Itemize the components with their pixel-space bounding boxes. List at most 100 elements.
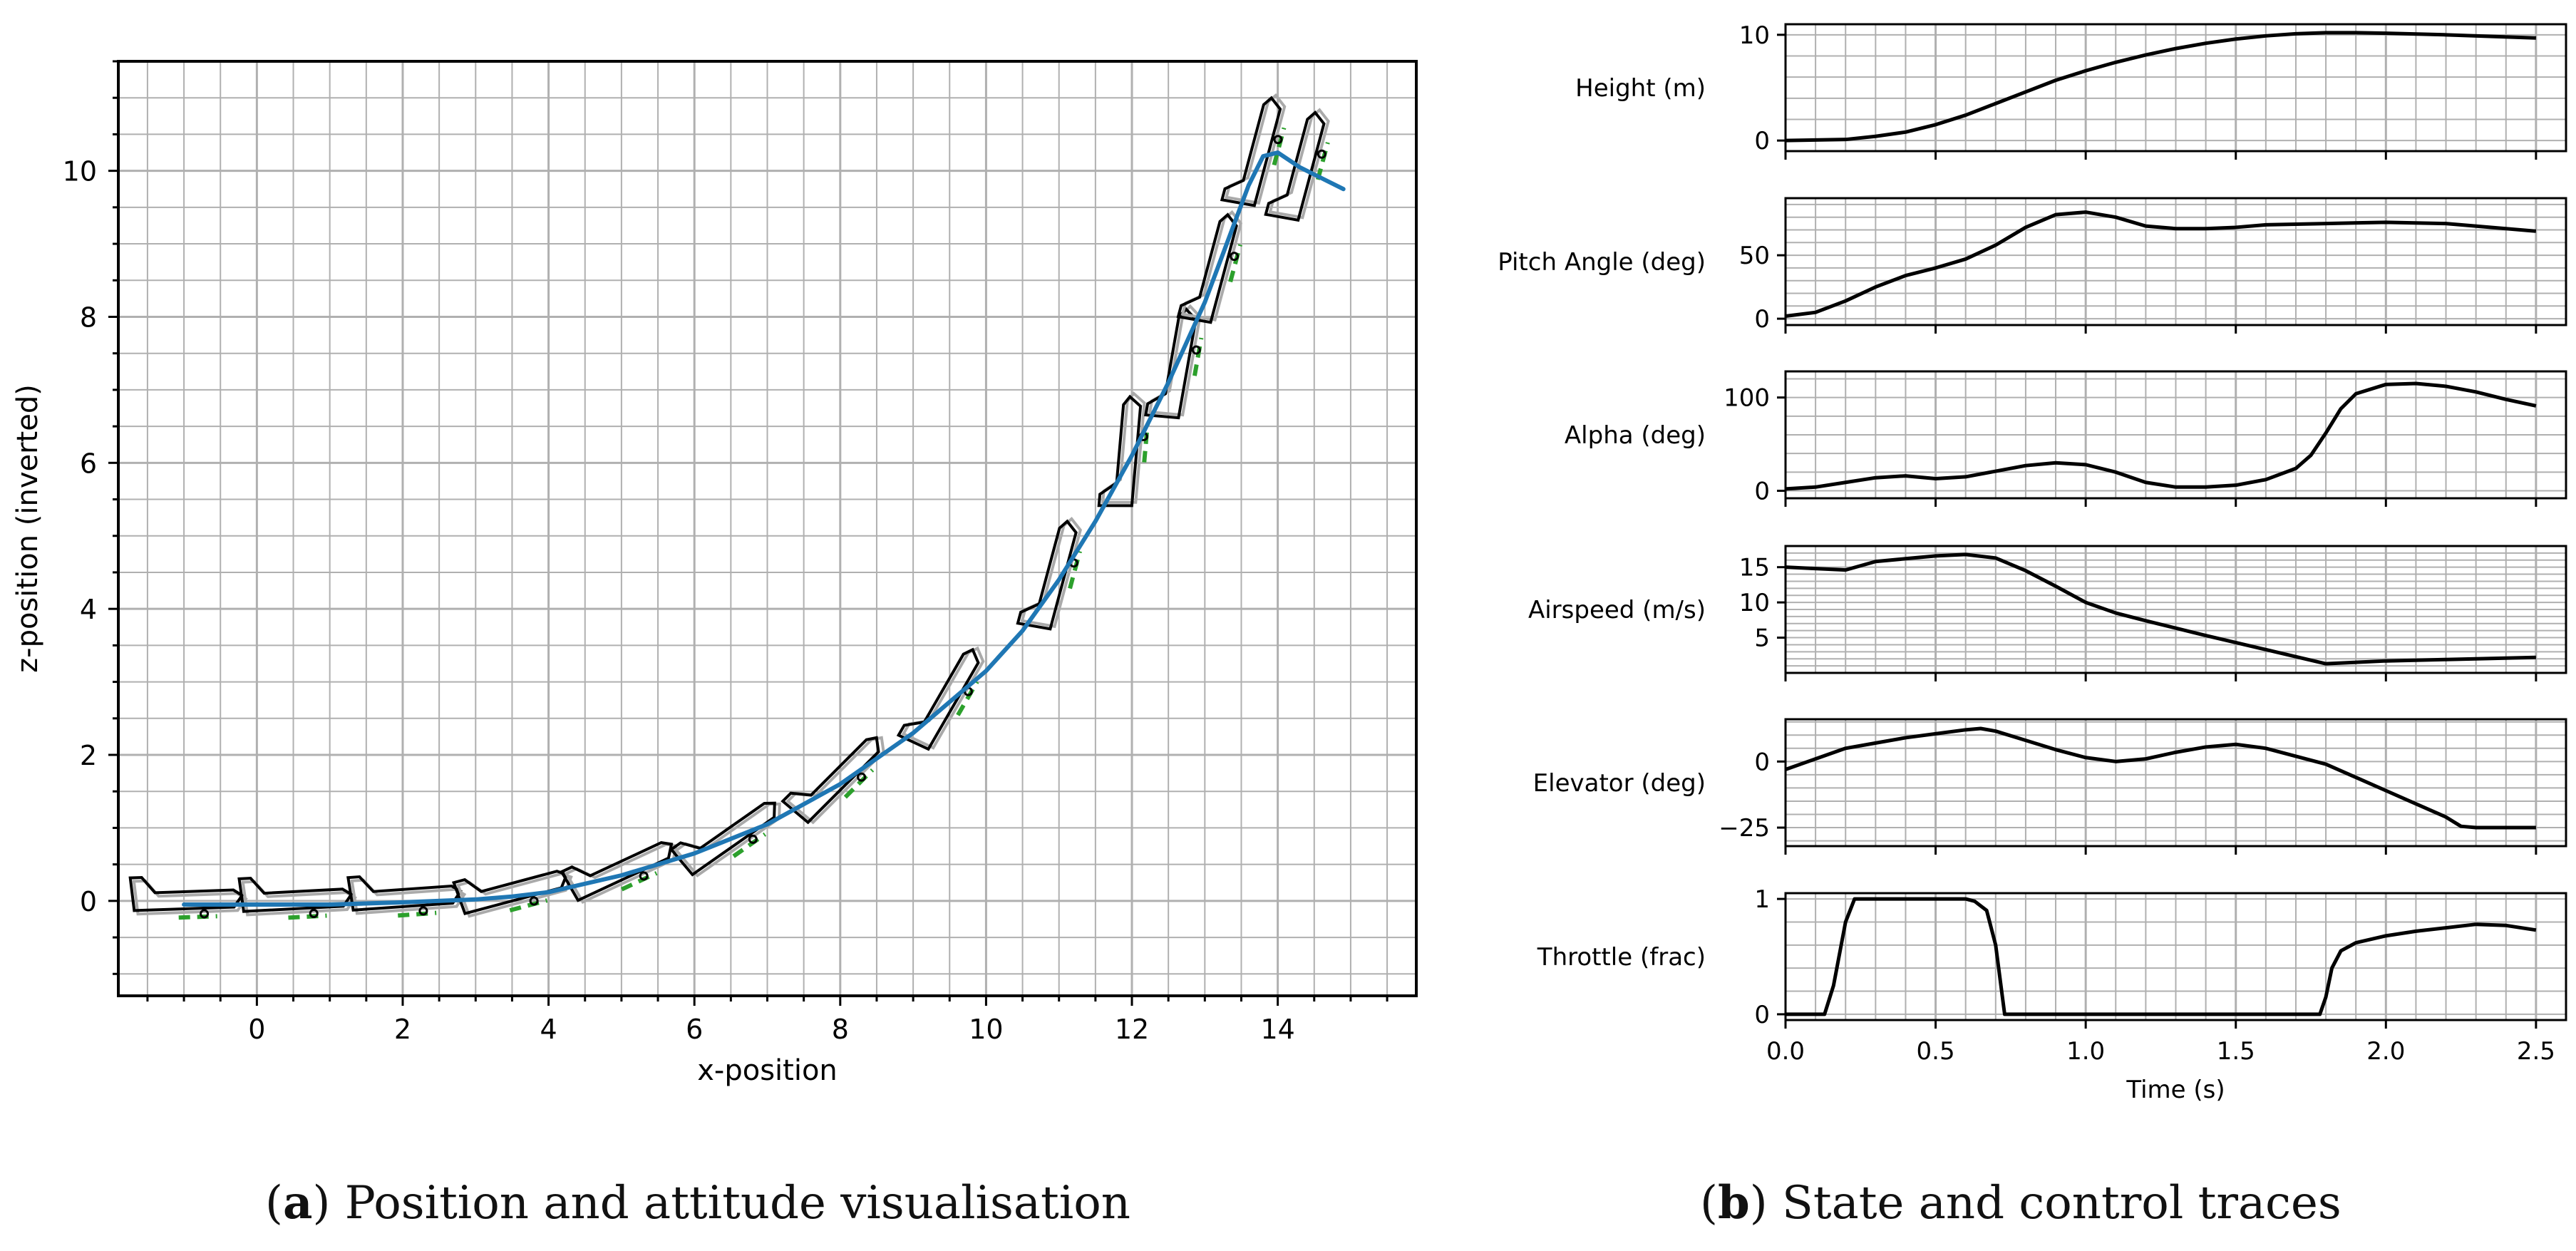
b-panel-frame (1784, 545, 2567, 674)
a-airframe-shadow (785, 736, 885, 825)
b-panel-frame (1784, 197, 2567, 326)
a-airframe-shadow (241, 880, 357, 917)
a-airframe-body (1144, 307, 1197, 420)
a-airframe-shadow (901, 646, 985, 750)
a-control-surface (732, 832, 767, 858)
a-airframe-cg (418, 906, 428, 916)
b-xtick-label: 0.0 (1766, 1037, 1805, 1066)
b-panel-label: Elevator (deg) (1533, 769, 1706, 798)
caption-b: (b) State and control traces (1700, 1176, 2341, 1230)
a-airframe-cg (529, 896, 539, 906)
a-ylabel: z-position (inverted) (11, 384, 44, 673)
a-control-surface (1142, 423, 1150, 463)
b-xtick-label: 2.5 (2517, 1037, 2555, 1066)
b-ytick-label: 0 (1754, 478, 1770, 506)
a-trajectory-line (182, 150, 1346, 907)
a-airframe-cg (309, 908, 319, 918)
b-xtick-label: 1.0 (2066, 1037, 2105, 1066)
b-panel-frame (1784, 23, 2567, 153)
caption-b-text: State and control traces (1782, 1177, 2341, 1230)
a-airframe-body (669, 801, 776, 877)
b-ytick-label: 50 (1739, 242, 1770, 270)
a-xlabel: x-position (697, 1054, 838, 1087)
a-ytick-label: 6 (80, 448, 97, 479)
b-trace-0 (1785, 31, 2536, 143)
a-xtick-label: 6 (686, 1014, 703, 1045)
a-airframe-cg (857, 772, 867, 782)
a-airframe-body (1097, 394, 1143, 508)
a-control-surface (1315, 142, 1330, 180)
a-airframe-cg (200, 909, 210, 919)
b-ytick-label: 0 (1754, 748, 1770, 776)
a-airframe (780, 736, 885, 825)
a-airframe-shadow (132, 879, 248, 916)
a-airframe (1264, 108, 1330, 222)
b-ytick-label: 100 (1724, 384, 1770, 413)
b-trace-4 (1785, 726, 2536, 830)
a-xtick-label: 2 (394, 1014, 411, 1045)
a-airframe-cg (1273, 135, 1283, 145)
caption-a: (a) Position and attitude visualisation (265, 1176, 1130, 1230)
b-ytick-label: 5 (1754, 624, 1770, 653)
a-airframe (1220, 93, 1287, 207)
a-control-surface (1192, 337, 1204, 376)
b-panel-frame (1784, 370, 2567, 500)
a-control-surface (288, 913, 327, 920)
b-trace-1 (1785, 210, 2537, 319)
a-control-surface (956, 680, 979, 716)
a-xtick-label: 4 (540, 1014, 557, 1045)
a-airframe-shadow (1020, 516, 1082, 629)
caption-a-label: a (282, 1176, 313, 1230)
a-airframe (1016, 516, 1082, 631)
a-airframe-body (780, 736, 880, 825)
a-airframe-cg (639, 871, 649, 881)
b-panel-label: Height (m) (1575, 74, 1706, 103)
b-ytick-label: 15 (1739, 554, 1770, 582)
a-airframe-cg (748, 834, 758, 844)
caption-a-text: Position and attitude visualisation (344, 1177, 1130, 1230)
a-airframe-cg (1191, 345, 1201, 355)
a-control-surface (843, 768, 875, 799)
a-airframe-shadow (1225, 93, 1287, 205)
a-airframe-body (560, 841, 674, 902)
b-panel-label: Throttle (frac) (1537, 943, 1706, 972)
a-control-surface (509, 898, 548, 913)
a-control-surface (620, 871, 658, 892)
a-xtick-label: 12 (1115, 1014, 1149, 1045)
b-ytick-label: 10 (1739, 589, 1770, 617)
b-ytick-label: 0 (1754, 305, 1770, 334)
caption-b-label: b (1717, 1176, 1750, 1230)
a-xtick-label: 14 (1260, 1014, 1294, 1045)
b-xtick-label: 2.0 (2366, 1037, 2405, 1066)
a-airframe (128, 875, 248, 920)
a-control-surface (398, 910, 437, 918)
a-airframe-shadow (1101, 391, 1146, 504)
a-control-surface (1068, 550, 1082, 590)
a-airframe-body (896, 647, 980, 751)
a-xtick-label: 0 (248, 1014, 265, 1045)
a-airframe-shadow (1180, 210, 1243, 321)
b-ytick-label: 0 (1754, 1001, 1770, 1029)
b-xtick-label: 1.5 (2217, 1037, 2255, 1066)
b-panel-label: Airspeed (m/s) (1528, 596, 1706, 624)
a-airframe-body (1220, 96, 1282, 207)
a-control-surface (1272, 127, 1287, 166)
b-xtick-label: 0.5 (1917, 1037, 1955, 1066)
a-control-surface (178, 914, 217, 920)
a-airframe-body (1264, 110, 1326, 222)
a-airframe (560, 841, 679, 905)
b-panel-label: Pitch Angle (deg) (1498, 248, 1706, 277)
b-panel-frame (1784, 718, 2567, 848)
a-airframe-shadow (350, 878, 467, 915)
a-airframe-body (451, 870, 569, 916)
a-ytick-label: 8 (80, 302, 97, 333)
a-airframe (896, 646, 985, 751)
a-airframe-body (1016, 519, 1078, 631)
a-airframe (1097, 391, 1150, 508)
b-xlabel: Time (s) (2126, 1076, 2225, 1104)
b-ytick-label: −25 (1719, 814, 1770, 843)
b-ytick-label: 1 (1754, 885, 1770, 914)
a-airframe-shadow (1268, 108, 1330, 220)
a-ytick-label: 10 (63, 156, 97, 187)
b-ytick-label: 0 (1754, 127, 1770, 155)
